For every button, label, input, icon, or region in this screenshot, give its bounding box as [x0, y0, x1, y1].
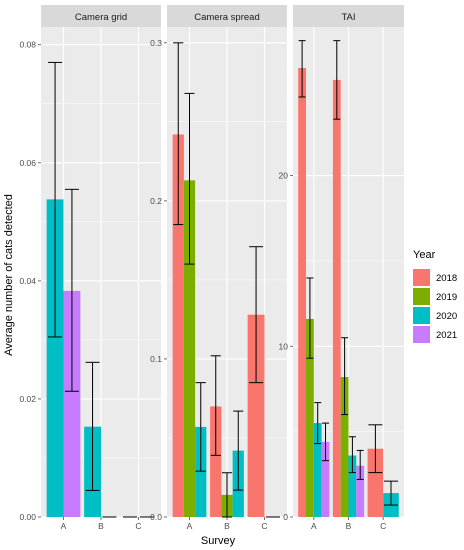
legend-label-2019: 2019 [436, 292, 457, 303]
y-tick-label: 10 [279, 341, 289, 351]
bar-camera-spread-b-2018 [210, 406, 222, 517]
legend-title: Year [413, 249, 436, 261]
y-tick-label: 0.08 [19, 40, 36, 50]
y-tick-label: 0.0 [150, 512, 162, 522]
x-tick-label: C [380, 521, 386, 531]
legend-label-2020: 2020 [436, 311, 457, 322]
bar-tai-c-2018 [367, 448, 384, 517]
x-tick-label: B [346, 521, 352, 531]
bar-camera-grid-a-2021 [63, 290, 81, 517]
bar-tai-a-2019 [306, 318, 314, 517]
legend-swatch-2018 [413, 269, 430, 286]
bar-camera-spread-a-2020 [195, 426, 207, 517]
y-tick-label: 0 [283, 512, 288, 522]
x-tick-label: A [311, 521, 317, 531]
legend-swatch-2019 [413, 288, 430, 305]
panel-title: Camera grid [75, 12, 127, 23]
bar-camera-grid-a-2020 [46, 199, 64, 517]
panel-camera-grid: Camera grid 0.00 0.02 0.04 0.06 0.08 A B C [19, 5, 161, 531]
y-tick-label: 0.3 [150, 38, 162, 48]
panel-strip [293, 5, 404, 27]
bar-camera-spread-a-2019 [183, 180, 196, 518]
bar-tai-a-2020 [313, 423, 322, 517]
x-tick-label: A [61, 521, 67, 531]
legend-swatch-2021 [413, 326, 430, 343]
panel-title: Camera spread [194, 12, 259, 23]
y-tick-label: 0.02 [19, 394, 36, 404]
panel-strip [167, 5, 287, 27]
x-tick-label: B [98, 521, 104, 531]
x-tick-label: A [187, 521, 193, 531]
y-tick-label: 0.2 [150, 196, 162, 206]
x-axis-title: Survey [201, 535, 236, 547]
y-axis-title: Average number of cats detected [3, 194, 15, 356]
x-tick-label: B [224, 521, 230, 531]
bar-tai-a-2018 [298, 67, 307, 517]
bar-tai-b-2018 [332, 79, 341, 518]
bar-camera-spread-a-2018 [172, 134, 184, 517]
panel-strip [41, 5, 161, 27]
legend-label-2021: 2021 [436, 330, 457, 341]
bar-tai-b-2021 [356, 465, 365, 517]
bar-camera-spread-c-2018 [247, 314, 265, 517]
y-tick-label: 0.04 [19, 276, 36, 286]
y-tick-label: 0.1 [150, 354, 162, 364]
y-tick-label: 20 [279, 171, 289, 181]
x-tick-label: C [261, 521, 267, 531]
panel-camera-spread: Camera spread 0.0 0.1 0.2 0.3 A B C [150, 5, 287, 531]
y-tick-label: 0.06 [19, 158, 36, 168]
y-tick-label: 0.00 [19, 512, 36, 522]
panel-tai: TAI 0 10 20 A B C [279, 5, 404, 531]
bar-tai-a-2021 [321, 441, 330, 517]
bar-tai-b-2020 [348, 455, 357, 517]
x-tick-label: C [135, 521, 141, 531]
legend: Year 2018 2019 2020 2021 [413, 249, 457, 343]
panel-title: TAI [341, 12, 355, 23]
bar-tai-b-2019 [340, 377, 349, 517]
legend-swatch-2020 [413, 307, 430, 324]
legend-label-2018: 2018 [436, 273, 457, 284]
